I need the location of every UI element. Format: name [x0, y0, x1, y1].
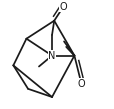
Text: N: N — [48, 51, 55, 61]
Text: O: O — [59, 2, 67, 12]
Text: O: O — [77, 79, 85, 89]
